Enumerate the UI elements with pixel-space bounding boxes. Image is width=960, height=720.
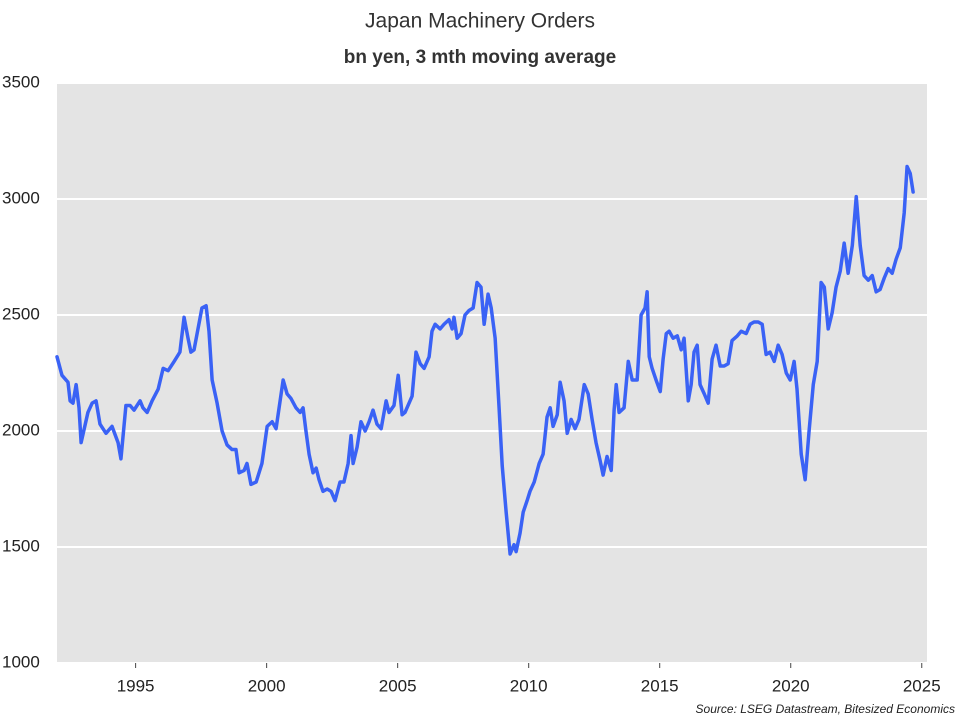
y-tick-label: 1500 (2, 536, 40, 555)
plot-area (57, 83, 927, 663)
y-tick-label: 2500 (2, 304, 40, 323)
y-tick-label: 1000 (2, 652, 40, 671)
x-tick-label: 2000 (248, 676, 286, 695)
y-tick-label: 3000 (2, 188, 40, 207)
chart-subtitle: bn yen, 3 mth moving average (344, 47, 616, 68)
chart-title: Japan Machinery Orders (365, 10, 595, 33)
source-note: Source: LSEG Datastream, Bitesized Econo… (696, 702, 955, 716)
x-tick-label: 2015 (641, 676, 679, 695)
x-tick-label: 2005 (379, 676, 417, 695)
x-tick-label: 2010 (510, 676, 548, 695)
x-tick-label: 1995 (117, 676, 155, 695)
data-line (55, 164, 915, 556)
y-tick-label: 2000 (2, 420, 40, 439)
y-tick-label: 3500 (2, 72, 40, 91)
x-tick-label: 2025 (903, 676, 941, 695)
x-tick-label: 2020 (772, 676, 810, 695)
